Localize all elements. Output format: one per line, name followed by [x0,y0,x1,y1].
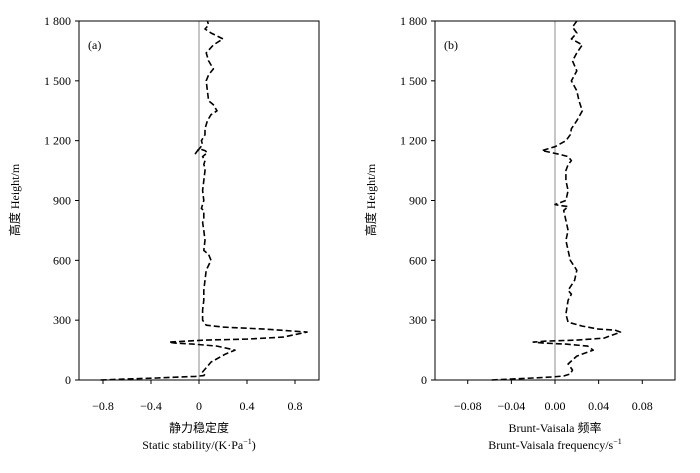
panel-b-x-label-sup: −1 [613,437,622,446]
panel-b-y-tick-label: 0 [421,373,427,387]
panel-b-y-label: 高度 Height/m [363,163,378,236]
panel-a-y-tick-label: 1 500 [44,74,71,88]
panel-a-y-tick-label: 0 [65,373,71,387]
panel-b: (b) 0 300 600 900 1 200 1 500 1 800 −0.08 −0.04… [363,14,676,452]
panel-b-x-tick-label: 0.04 [588,399,609,413]
panel-a-x-label-sup: −1 [243,437,252,446]
panel-a-x-label-cn: 静力稳定度 [169,420,229,435]
panel-b-x-tick-label: 0.08 [632,399,653,413]
panel-b-y-tick-label: 300 [409,313,427,327]
panel-b-y-tick-label: 1 200 [400,134,427,148]
panel-a-x-label-tail: ) [252,438,256,452]
panel-a-x-tick-label: −0.4 [140,399,162,413]
panel-b-x-tick-label: −0.08 [454,399,482,413]
panel-a-x-label-en: Static stability/(K·Pa−1) [142,437,256,452]
panel-b-x-tick-label: 0.00 [545,399,566,413]
panel-b-frame [434,20,676,381]
panel-a-x-tick-label: 0.8 [288,399,303,413]
panel-b-y-tick-label: 1 800 [400,14,427,28]
panel-b-y-axis: 0 300 600 900 1 200 1 500 1 800 [400,14,435,387]
panel-a-y-label: 高度 Height/m [7,163,22,236]
panel-b-y-tick-label: 900 [409,194,427,208]
panel-b-x-label-en-main: Brunt-Vaisala frequency/s [488,438,613,452]
panel-a-series-line [100,20,308,381]
panel-b-x-label-cn: Brunt-Vaisala 频率 [509,420,602,435]
panel-a-y-tick-label: 900 [53,194,71,208]
panel-a-x-tick-label: −0.8 [92,399,114,413]
panel-a-x-axis: −0.8 −0.4 0 0.4 0.8 [92,380,303,413]
panel-b-series-line [491,20,622,381]
panel-a-x-tick-label: 0.4 [240,399,255,413]
panel-a-label: (a) [88,38,101,52]
panel-b-label: (b) [444,38,458,52]
panel-b-x-label-en: Brunt-Vaisala frequency/s−1 [488,437,621,452]
panel-a-y-tick-label: 1 200 [44,134,71,148]
panel-a-y-tick-label: 300 [53,313,71,327]
panel-a-x-tick-label: 0 [196,399,202,413]
panel-a-x-label-en-main: Static stability/(K·Pa [142,438,244,452]
panel-a-y-tick-label: 600 [53,253,71,267]
panel-b-y-tick-label: 1 500 [400,74,427,88]
panel-b-x-axis: −0.08 −0.04 0.00 0.04 0.08 [454,380,653,413]
panel-a-y-tick-label: 1 800 [44,14,71,28]
panel-a-y-axis: 0 300 600 900 1 200 1 500 1 800 [44,14,79,387]
panel-b-x-tick-label: −0.04 [497,399,525,413]
panel-a-frame [78,20,320,381]
panel-b-y-tick-label: 600 [409,253,427,267]
